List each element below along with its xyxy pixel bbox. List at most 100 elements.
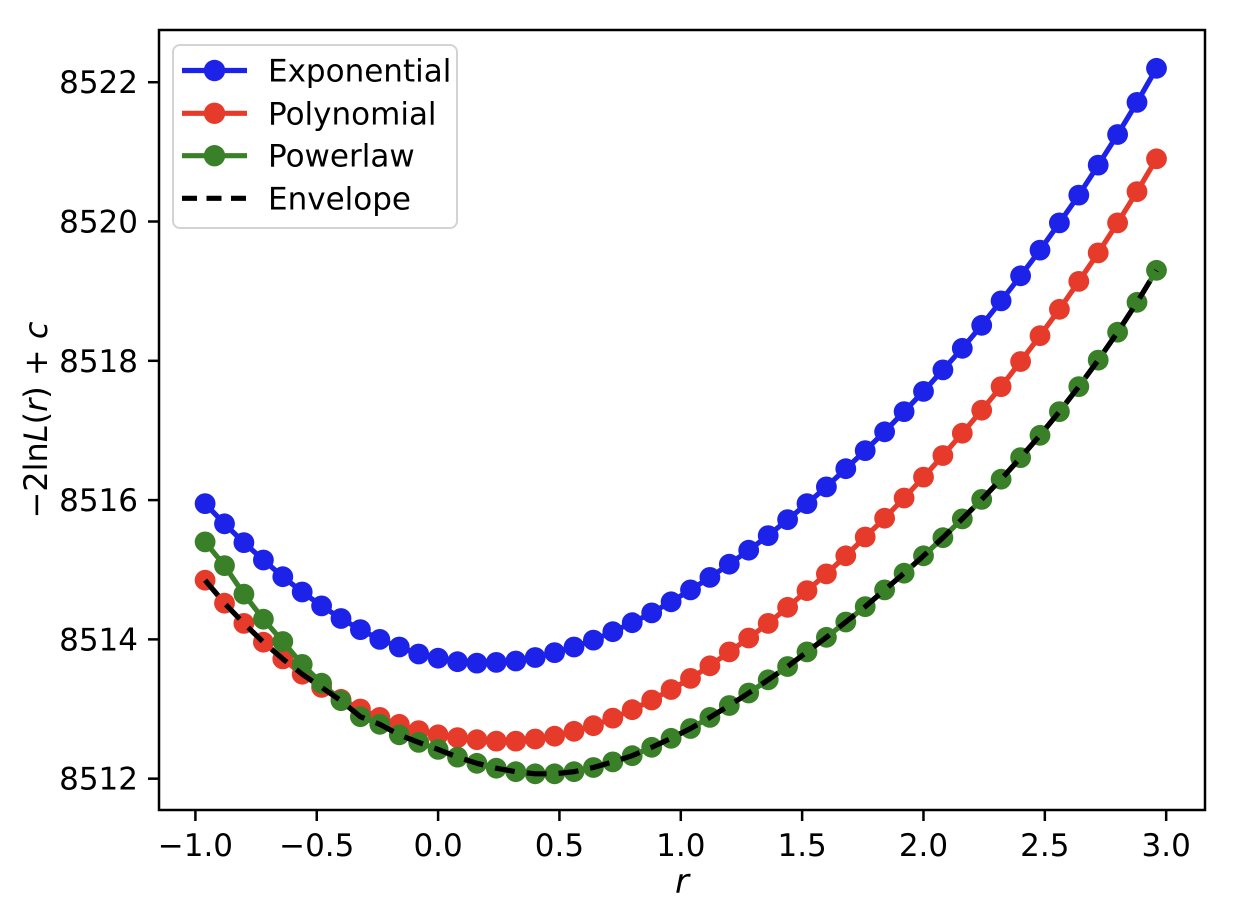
x-tick-label: 2.0 (899, 828, 948, 864)
data-point (777, 509, 798, 530)
data-point (951, 422, 973, 444)
data-point (1087, 154, 1109, 176)
data-point (447, 727, 468, 748)
data-point (524, 647, 546, 668)
data-point (602, 621, 624, 643)
data-point (1049, 298, 1070, 320)
data-point (233, 583, 255, 605)
data-point (544, 725, 565, 747)
legend-label-exponential: Exponential (268, 54, 451, 90)
data-point (447, 746, 468, 768)
data-point (427, 724, 449, 746)
data-point (427, 647, 449, 669)
data-point (680, 579, 701, 601)
data-point (835, 545, 857, 567)
data-point (330, 608, 352, 629)
y-tick-label: 8522 (59, 65, 138, 101)
data-point (1010, 351, 1031, 372)
legend: Exponential Polynomial Powerlaw Envelope (172, 44, 458, 229)
data-point (660, 591, 682, 613)
data-point (214, 513, 235, 535)
data-point (971, 314, 993, 336)
data-point (816, 476, 837, 498)
data-point (1029, 239, 1051, 261)
y-axis-label: −2lnL(r) + c (17, 321, 55, 518)
data-point (272, 631, 294, 652)
legend-item-exponential: Exponential (182, 54, 451, 90)
data-point (718, 641, 740, 663)
data-point (1146, 148, 1167, 170)
data-point (544, 642, 565, 663)
data-point (621, 612, 643, 634)
legend-marker-powerlaw (203, 145, 226, 167)
data-point (544, 763, 565, 785)
data-point (738, 627, 760, 649)
data-point (388, 724, 410, 746)
data-point (272, 566, 294, 588)
data-point (602, 707, 624, 729)
legend-label-polynomial: Polynomial (268, 96, 437, 132)
data-point (505, 761, 527, 783)
legend-item-polynomial: Polynomial (182, 96, 437, 132)
data-point (854, 526, 876, 548)
x-tick-label: 3.0 (1142, 828, 1191, 864)
data-point (835, 458, 857, 480)
data-point (660, 679, 682, 700)
x-tick-label: −0.5 (279, 828, 354, 864)
data-point (291, 581, 313, 603)
data-point (408, 643, 430, 665)
data-point (738, 539, 760, 561)
data-point (466, 652, 488, 674)
x-tick-label: 1.0 (656, 828, 705, 864)
data-point (1010, 265, 1031, 287)
data-point (563, 720, 585, 742)
data-point (583, 629, 604, 651)
data-point (194, 531, 216, 553)
data-point (1146, 57, 1167, 79)
x-axis-label: r (675, 862, 691, 902)
y-tick-label: 8516 (59, 483, 138, 519)
data-point (1049, 212, 1070, 234)
data-point (505, 730, 527, 752)
data-point (194, 493, 216, 514)
data-point (777, 596, 798, 618)
data-point (1126, 181, 1148, 203)
x-tick-label: 1.5 (777, 828, 826, 864)
y-tick-label: 8512 (59, 762, 138, 798)
data-point (816, 563, 837, 585)
data-point (660, 727, 682, 749)
y-tick-label: 8520 (59, 205, 138, 241)
data-point (680, 668, 701, 689)
series-envelope-line (203, 268, 1159, 777)
data-point (990, 376, 1012, 397)
data-point (485, 730, 507, 752)
data-point (583, 715, 604, 737)
legend-label-envelope: Envelope (268, 181, 411, 217)
data-point (874, 421, 895, 443)
y-tick-label: 8514 (59, 622, 138, 658)
data-point (563, 636, 585, 658)
series-exponential (194, 57, 1167, 674)
data-point (913, 381, 934, 402)
x-tick-label: 2.5 (1020, 828, 1069, 864)
data-point (932, 359, 954, 381)
data-point (253, 608, 274, 630)
data-point (1068, 184, 1090, 206)
data-point (524, 728, 546, 750)
data-point (602, 751, 624, 773)
data-point (854, 440, 876, 461)
data-point (1087, 242, 1109, 264)
x-tick-label: −1.0 (158, 828, 233, 864)
x-tick-label: 0.0 (413, 828, 462, 864)
data-point (1107, 124, 1128, 145)
data-point (388, 636, 410, 658)
data-point (1068, 271, 1090, 292)
data-point (913, 466, 934, 488)
x-tick-label: 0.5 (535, 828, 584, 864)
data-point (233, 532, 255, 553)
legend-item-envelope: Envelope (182, 181, 411, 217)
legend-item-powerlaw: Powerlaw (182, 139, 415, 175)
data-point (796, 580, 818, 601)
